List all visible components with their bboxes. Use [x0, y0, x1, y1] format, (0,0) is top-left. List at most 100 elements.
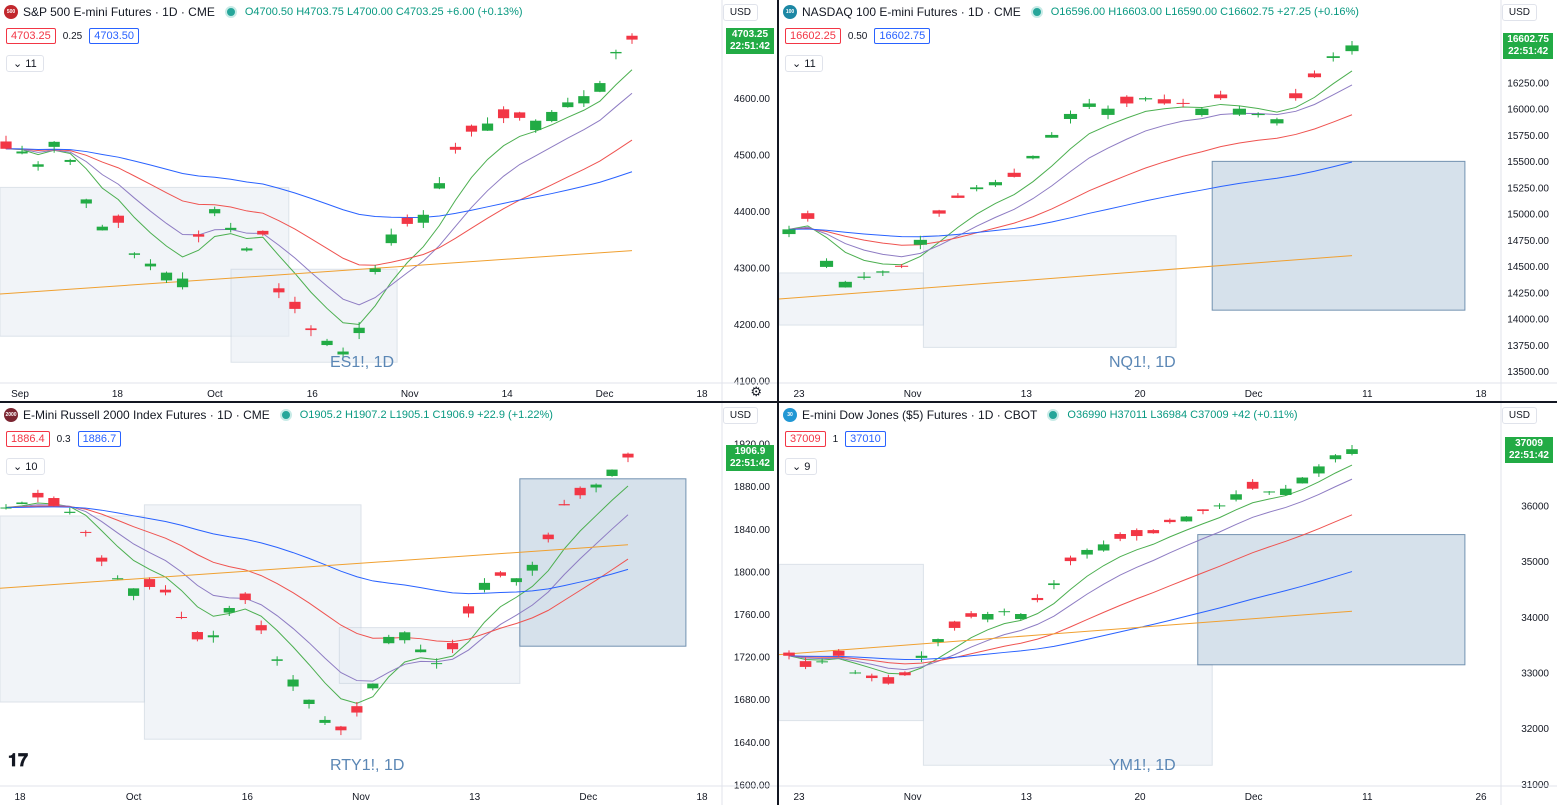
ema-line-20[interactable]: [5, 139, 633, 266]
candle[interactable]: [1346, 445, 1358, 456]
candle[interactable]: [1130, 528, 1143, 541]
candle[interactable]: [64, 507, 76, 515]
candle[interactable]: [1326, 52, 1340, 62]
ema-line-9[interactable]: [5, 92, 633, 306]
ema-line-9[interactable]: [788, 478, 1353, 671]
zone-box[interactable]: [1197, 534, 1466, 666]
sell-button[interactable]: 37009: [785, 431, 826, 447]
zone-box[interactable]: [779, 272, 924, 326]
ema-line-20[interactable]: [788, 514, 1353, 665]
candle[interactable]: [80, 198, 92, 209]
candle[interactable]: [816, 658, 828, 664]
symbol-title[interactable]: NASDAQ 100 E-mini Futures · 1D · CME: [802, 5, 1021, 19]
ema-line-50[interactable]: [788, 161, 1353, 238]
candle[interactable]: [223, 605, 235, 616]
candle[interactable]: [801, 210, 815, 222]
ema-line-200[interactable]: [0, 544, 629, 589]
candle[interactable]: [562, 97, 574, 108]
zone-box[interactable]: [0, 515, 145, 703]
candle[interactable]: [951, 193, 965, 199]
candle[interactable]: [239, 592, 251, 605]
candle[interactable]: [1345, 41, 1359, 55]
candle[interactable]: [1214, 90, 1228, 100]
candle[interactable]: [1064, 555, 1077, 566]
candle[interactable]: [159, 585, 172, 596]
candle[interactable]: [353, 322, 365, 340]
candle[interactable]: [449, 142, 462, 154]
candle[interactable]: [832, 649, 845, 657]
candle[interactable]: [176, 272, 189, 290]
candle[interactable]: [143, 577, 156, 590]
candle[interactable]: [542, 532, 554, 543]
candle[interactable]: [882, 674, 895, 685]
currency-button[interactable]: USD: [722, 4, 758, 21]
candle[interactable]: [1246, 479, 1259, 490]
candle[interactable]: [225, 222, 237, 233]
candle[interactable]: [1048, 580, 1060, 590]
zone-box[interactable]: [922, 235, 1177, 348]
symbol-title[interactable]: S&P 500 E-mini Futures · 1D · CME: [23, 5, 215, 19]
ema-line-200[interactable]: [779, 255, 1353, 300]
price-chart[interactable]: 16250.00 16000.00 15750.00 15500.00 15250.00…: [779, 0, 1557, 402]
candle[interactable]: [1279, 484, 1292, 496]
candle[interactable]: [385, 228, 397, 246]
candle[interactable]: [546, 110, 558, 123]
candle[interactable]: [399, 631, 411, 644]
chart-header[interactable]: 30 E-mini Dow Jones ($5) Futures · 1D · C…: [783, 407, 1298, 423]
ema-line-5[interactable]: [788, 464, 1353, 675]
panel-divider-horizontal[interactable]: [0, 401, 1557, 403]
candle[interactable]: [367, 683, 379, 691]
candle[interactable]: [1313, 464, 1325, 477]
candle[interactable]: [1114, 532, 1126, 542]
zone-box[interactable]: [1211, 160, 1466, 311]
candle[interactable]: [112, 214, 124, 228]
tradingview-logo-icon[interactable]: 𝟏𝟕: [8, 750, 29, 770]
candle[interactable]: [932, 209, 946, 217]
zone-box[interactable]: [922, 664, 1213, 766]
sell-button[interactable]: 16602.25: [785, 28, 841, 44]
candle[interactable]: [1164, 518, 1176, 524]
candle[interactable]: [241, 247, 253, 252]
candle[interactable]: [433, 177, 446, 190]
candle[interactable]: [287, 675, 299, 691]
buy-button[interactable]: 1886.7: [77, 431, 122, 447]
ema-line-200[interactable]: [779, 610, 1353, 656]
candle[interactable]: [337, 347, 349, 359]
candle[interactable]: [530, 119, 542, 133]
candle[interactable]: [16, 145, 28, 155]
candle[interactable]: [48, 496, 60, 507]
candle[interactable]: [96, 224, 108, 231]
symbol-title[interactable]: E-Mini Russell 2000 Index Futures · 1D ·…: [23, 408, 270, 422]
candle[interactable]: [128, 588, 140, 601]
candle[interactable]: [1120, 95, 1134, 108]
candle[interactable]: [1157, 94, 1171, 105]
candle[interactable]: [1101, 105, 1115, 120]
candle[interactable]: [351, 702, 363, 717]
candle[interactable]: [335, 725, 347, 736]
candle[interactable]: [369, 265, 381, 275]
indicator-count-toggle[interactable]: ⌄ 11: [6, 55, 44, 72]
candle[interactable]: [1180, 516, 1193, 522]
chart-header[interactable]: 100 NASDAQ 100 E-mini Futures · 1D · CME O…: [783, 4, 1359, 20]
candle[interactable]: [610, 49, 622, 60]
zone-box[interactable]: [779, 563, 924, 722]
candle[interactable]: [1197, 509, 1209, 515]
candle[interactable]: [819, 258, 834, 269]
zone-box[interactable]: [143, 504, 362, 740]
candle[interactable]: [981, 611, 994, 623]
currency-button[interactable]: USD: [1501, 4, 1537, 21]
candle[interactable]: [192, 230, 205, 243]
candle[interactable]: [207, 630, 219, 643]
candle[interactable]: [0, 504, 12, 510]
candle[interactable]: [305, 325, 317, 337]
buy-button[interactable]: 16602.75: [874, 28, 931, 44]
candle[interactable]: [16, 501, 28, 505]
candle[interactable]: [988, 179, 1003, 187]
candle[interactable]: [1082, 98, 1096, 110]
indicator-count-toggle[interactable]: ⌄ 9: [785, 458, 818, 475]
price-chart[interactable]: 36000 35000 34000 33000 32000 31000 23 Nov 13 20 D…: [779, 403, 1557, 805]
candle[interactable]: [96, 555, 108, 567]
indicator-count-toggle[interactable]: ⌄ 11: [785, 55, 823, 72]
chart-header[interactable]: 500 S&P 500 E-mini Futures · 1D · CME O470…: [4, 4, 523, 20]
candle[interactable]: [965, 611, 977, 619]
